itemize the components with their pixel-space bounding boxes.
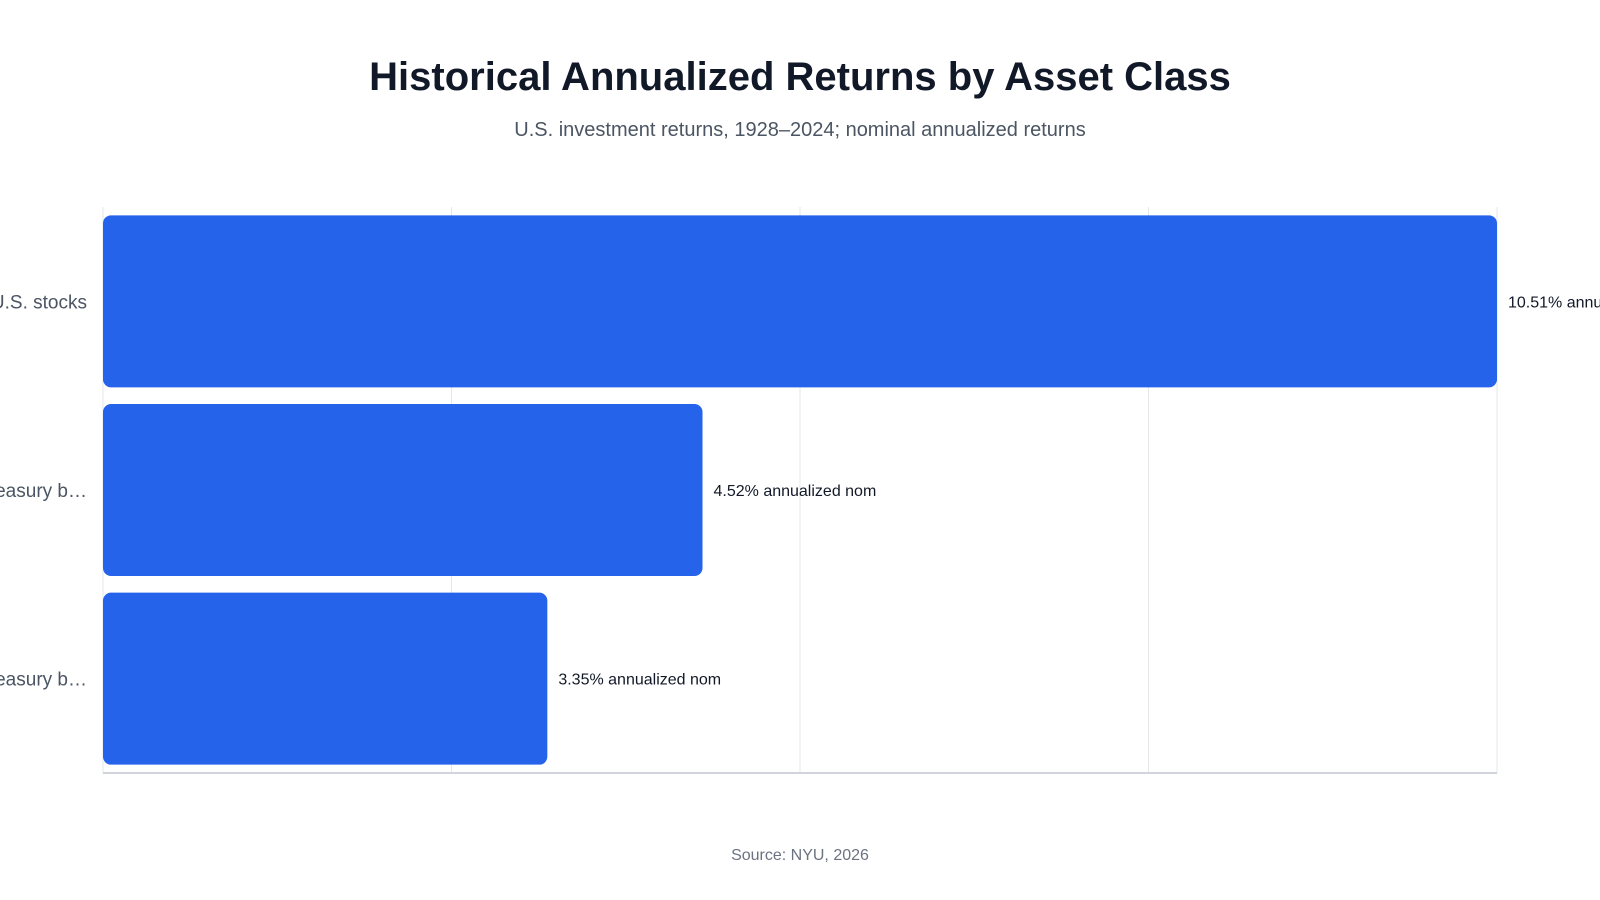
- value-label: 4.52% annualized nom: [714, 483, 877, 500]
- category-label: U.S. stocks: [0, 292, 87, 313]
- chart-source: Source: NYU, 2026: [731, 847, 869, 864]
- category-label: U.S. Treasury b…: [0, 670, 87, 691]
- bars: [103, 215, 1497, 765]
- bar: [103, 215, 1497, 388]
- chart-subtitle: U.S. investment returns, 1928–2024; nomi…: [514, 119, 1086, 141]
- category-label: U.S. Treasury b…: [0, 481, 87, 502]
- labels: U.S. stocks 10.51% annualized nom U.S. Tre…: [0, 292, 1600, 690]
- value-label: 10.51% annualized nom: [1508, 294, 1600, 311]
- value-label: 3.35% annualized nom: [558, 672, 721, 689]
- chart-title: Historical Annualized Returns by Asset C…: [369, 55, 1231, 99]
- bar: [103, 404, 703, 576]
- bar: [103, 592, 548, 765]
